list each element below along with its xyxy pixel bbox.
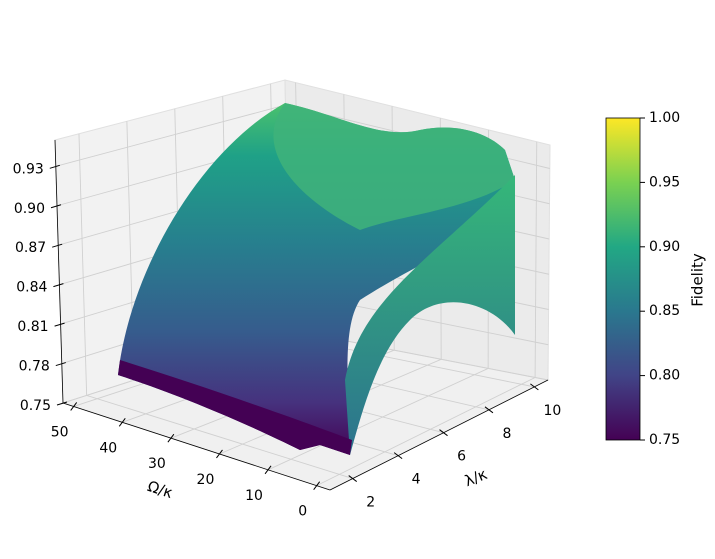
y-tick-label: 8 [502, 426, 511, 442]
z-tick-label: 0.81 [17, 319, 48, 335]
x-tick-label: 50 [51, 424, 69, 440]
colorbar-tick-label: 1.00 [649, 110, 680, 126]
y-tick-label: 6 [457, 449, 466, 465]
x-tick-label: 40 [99, 440, 117, 456]
z-tick [54, 322, 65, 327]
x-tick-label: 30 [148, 456, 166, 472]
z-tick-label: 0.87 [15, 240, 46, 256]
z-tick-label: 0.93 [13, 161, 44, 177]
axes [54, 139, 549, 491]
x-tick [118, 418, 126, 427]
y-tick-label: 10 [543, 403, 561, 419]
x-tick [264, 465, 272, 475]
x-axis-label: Ω/κ [145, 477, 175, 502]
z-tick [50, 204, 62, 209]
z-tick [55, 362, 66, 367]
colorbar-tick-label: 0.80 [649, 368, 680, 384]
surface [118, 103, 515, 455]
z-axis [54, 139, 64, 404]
colorbar [605, 117, 641, 441]
x-tick [313, 481, 321, 490]
colorbar-tick-label: 0.90 [649, 239, 680, 255]
surface-side [345, 175, 515, 455]
colorbar-label: Fidelity [689, 253, 707, 307]
y-tick [530, 383, 539, 391]
surface-edge [118, 360, 352, 455]
y-tick-label: 4 [412, 472, 421, 488]
z-tick-label: 0.84 [16, 280, 47, 296]
y-tick [439, 429, 448, 437]
z-tick-label: 0.75 [20, 398, 51, 414]
x-tick-label: 0 [298, 504, 307, 520]
z-tick-label: 0.90 [14, 201, 45, 217]
y-axis [329, 379, 549, 491]
y-axis-label: λ/κ [462, 465, 490, 490]
x-tick [70, 402, 78, 411]
x-tick-label: 20 [197, 472, 215, 488]
y-tick [484, 406, 494, 414]
x-axis [62, 402, 331, 491]
z-tick-label: 0.78 [19, 359, 50, 375]
grid-line [78, 133, 353, 479]
x-tick-label: 10 [245, 488, 263, 504]
colorbar-tick-label: 0.95 [649, 174, 680, 190]
y-tick [348, 475, 358, 482]
z-tick [52, 243, 63, 248]
z-tick [56, 401, 68, 406]
y-tick-label: 2 [366, 495, 375, 511]
x-tick [167, 433, 175, 443]
y-tick [393, 452, 403, 460]
colorbar-tick-label: 0.85 [649, 303, 680, 319]
z-tick [49, 164, 60, 169]
x-tick [216, 449, 223, 459]
surface-top [273, 103, 515, 230]
grid-line [316, 141, 538, 487]
z-tick [53, 283, 64, 288]
colorbar-tick-label: 0.75 [649, 432, 680, 448]
